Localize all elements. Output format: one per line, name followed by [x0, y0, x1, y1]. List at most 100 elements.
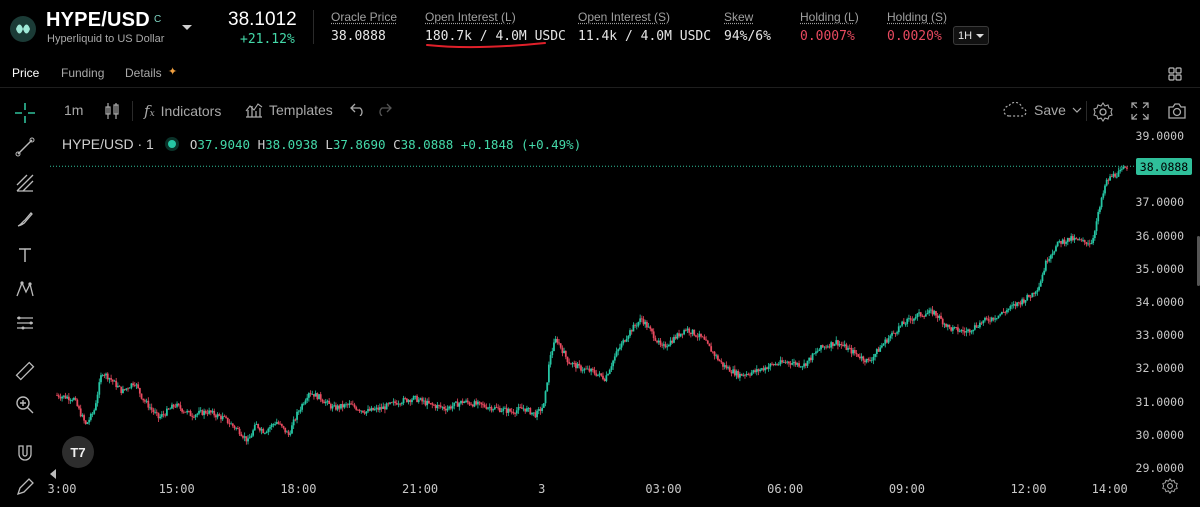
tab-funding[interactable]: Funding — [61, 66, 105, 80]
candle-body — [549, 355, 552, 365]
stat-label[interactable]: Skew — [724, 10, 754, 24]
candle-body — [465, 400, 467, 402]
candle-body — [1002, 311, 1005, 313]
ruler-icon[interactable] — [13, 359, 37, 383]
settings-gear-icon[interactable] — [1093, 102, 1113, 122]
price-chart[interactable]: HYPE/USD · 1 O37.9040 H38.0938 L37.8690 … — [48, 126, 1200, 507]
pair-title[interactable]: HYPE/USD — [46, 9, 150, 31]
interval-button[interactable]: 1m — [64, 102, 84, 118]
candle-body — [468, 402, 471, 405]
candle-body — [172, 404, 175, 407]
camera-icon[interactable] — [1167, 102, 1187, 120]
candle-body — [556, 338, 559, 343]
candle-body — [243, 436, 246, 438]
candle-body — [69, 399, 72, 401]
candle-body — [1071, 236, 1074, 241]
candle-body — [759, 369, 762, 372]
candle-body — [471, 404, 474, 407]
stat-label[interactable]: Open Interest (L) — [425, 10, 516, 24]
candle-body — [977, 327, 980, 328]
candle-body — [460, 400, 462, 404]
candle-body — [651, 328, 653, 332]
candle-body — [972, 329, 975, 332]
candle-body — [688, 328, 691, 333]
candle-body — [713, 351, 716, 356]
stat-label[interactable]: Holding (S) — [887, 10, 948, 24]
candle-body — [624, 340, 626, 342]
chart-type-button[interactable] — [104, 102, 120, 120]
scroll-left-icon[interactable] — [50, 469, 56, 479]
lock-pencil-icon[interactable] — [13, 475, 37, 499]
layout-grid-icon[interactable] — [1168, 67, 1182, 81]
x-tick-label: 06:00 — [767, 482, 804, 496]
candle-body — [115, 380, 118, 388]
tradingview-logo[interactable]: T7 — [62, 436, 94, 468]
candle-body — [299, 409, 302, 412]
candle-body — [154, 411, 156, 413]
candle-body — [194, 414, 197, 418]
candle-body — [1024, 300, 1027, 303]
pair-dropdown-chevron-icon[interactable] — [182, 25, 192, 30]
stat-value: 94%/6% — [724, 29, 771, 44]
candle-body — [517, 407, 520, 411]
stat-skew: Skew 94%/6% — [724, 10, 771, 44]
undo-icon[interactable] — [350, 102, 366, 116]
indicators-button[interactable]: fx Indicators — [144, 102, 221, 120]
zoom-in-icon[interactable] — [13, 393, 37, 417]
candle-body — [370, 407, 373, 411]
candle-body — [1110, 176, 1113, 178]
candle-body — [417, 399, 420, 402]
candle-body — [652, 331, 655, 339]
timeframe-select[interactable]: 1H — [953, 26, 990, 45]
candle-body — [963, 331, 966, 333]
candle-body — [730, 371, 733, 374]
candle-body — [632, 324, 635, 332]
axis-settings-gear-icon[interactable] — [1162, 478, 1178, 494]
templates-button[interactable]: Templates — [245, 102, 333, 118]
candlestick-plot[interactable] — [50, 126, 1200, 507]
candle-body — [613, 356, 616, 361]
y-tick-label: 36.0000 — [1135, 228, 1184, 243]
candle-body — [258, 428, 261, 431]
trend-line-icon[interactable] — [13, 135, 37, 159]
candle-body — [152, 409, 155, 413]
candle-body — [995, 318, 998, 319]
save-button[interactable]: Save — [1002, 102, 1082, 118]
fullscreen-icon[interactable] — [1131, 102, 1149, 120]
cloud-icon — [1003, 102, 1027, 117]
tab-price[interactable]: Price — [12, 66, 40, 80]
candle-body — [1055, 246, 1057, 252]
candle-body — [328, 400, 331, 404]
brush-icon[interactable] — [13, 207, 37, 231]
candle-body — [1107, 179, 1110, 181]
stat-label[interactable]: Open Interest (S) — [578, 10, 671, 24]
candle-body — [973, 325, 976, 330]
candle-body — [864, 360, 866, 363]
candle-body — [776, 364, 778, 365]
candle-body — [627, 335, 630, 339]
side-scrollbar[interactable] — [1197, 236, 1200, 286]
candle-body — [228, 423, 231, 424]
candle-body — [1092, 238, 1095, 243]
candle-body — [884, 339, 887, 344]
candle-body — [1061, 239, 1064, 244]
candle-body — [625, 338, 628, 342]
pattern-icon[interactable] — [13, 277, 37, 301]
candle-body — [992, 317, 995, 320]
legend-symbol[interactable]: HYPE/USD · 1 — [62, 136, 154, 152]
stat-label[interactable]: Holding (L) — [800, 10, 859, 24]
redo-icon[interactable] — [376, 102, 392, 116]
candle-body — [267, 428, 270, 432]
crosshair-icon[interactable] — [13, 101, 37, 125]
forecast-icon[interactable] — [13, 311, 37, 335]
magnet-icon[interactable] — [13, 441, 37, 465]
text-icon[interactable] — [13, 243, 37, 267]
candle-body — [1119, 169, 1122, 172]
candle-body — [593, 370, 596, 374]
candle-body — [215, 415, 217, 418]
tab-details[interactable]: Details — [125, 66, 162, 80]
candle-body — [466, 400, 469, 403]
fib-icon[interactable] — [13, 171, 37, 195]
candle-body — [544, 391, 547, 404]
stat-label[interactable]: Oracle Price — [331, 10, 398, 24]
